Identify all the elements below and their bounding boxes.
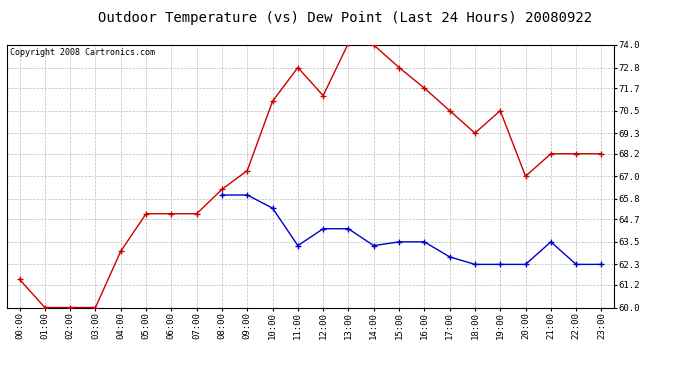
Text: Copyright 2008 Cartronics.com: Copyright 2008 Cartronics.com xyxy=(10,48,155,57)
Text: Outdoor Temperature (vs) Dew Point (Last 24 Hours) 20080922: Outdoor Temperature (vs) Dew Point (Last… xyxy=(98,11,592,25)
